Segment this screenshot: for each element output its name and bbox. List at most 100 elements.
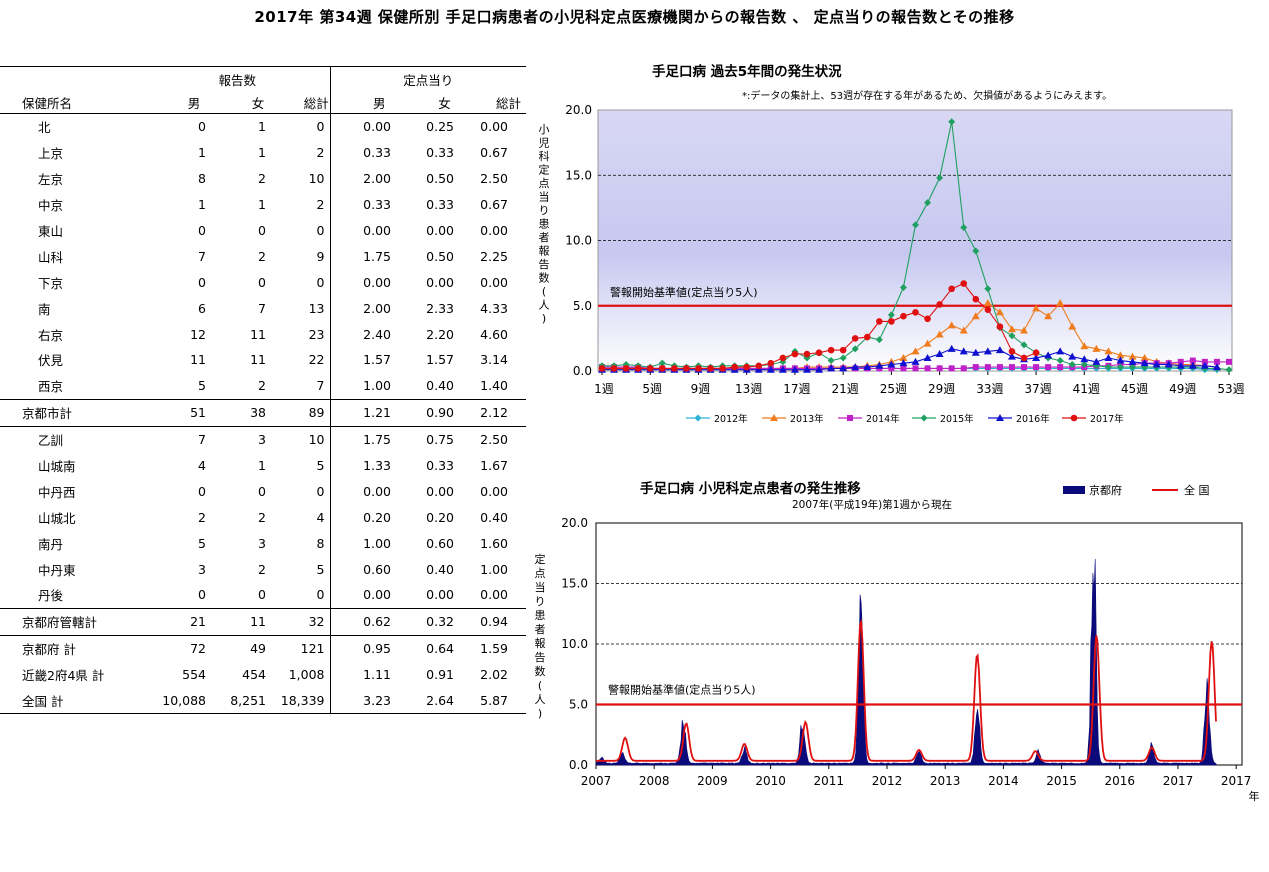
row-name: 丹後 bbox=[38, 588, 64, 604]
data-point bbox=[996, 414, 1004, 421]
report-value: 1 bbox=[258, 119, 266, 135]
data-point bbox=[924, 315, 931, 323]
data-point bbox=[960, 280, 968, 287]
data-point bbox=[682, 364, 690, 372]
report-value: 12 bbox=[190, 326, 206, 342]
chart1-xtick: 13週 bbox=[735, 382, 762, 396]
data-point bbox=[1008, 364, 1015, 371]
report-value: 9 bbox=[316, 248, 325, 264]
data-point bbox=[671, 365, 678, 372]
data-point bbox=[1056, 299, 1065, 307]
chart1-ylabel-char: 当 bbox=[539, 190, 550, 204]
data-point bbox=[658, 365, 666, 372]
per-sentinel-value: 0.91 bbox=[426, 667, 454, 683]
report-value: 10 bbox=[308, 432, 325, 448]
chart2-ytick: 0.0 bbox=[569, 758, 588, 772]
data-point bbox=[767, 360, 775, 368]
chart2-legend-kyoto-swatch bbox=[1063, 486, 1085, 494]
data-point bbox=[790, 364, 799, 372]
data-point bbox=[719, 362, 727, 370]
data-point bbox=[790, 365, 799, 373]
data-point bbox=[803, 354, 811, 362]
data-point bbox=[634, 365, 643, 373]
data-point bbox=[863, 333, 871, 341]
data-point bbox=[779, 354, 787, 362]
data-point bbox=[707, 363, 715, 371]
data-point bbox=[719, 365, 726, 372]
chart1-series-1 bbox=[598, 299, 1221, 372]
data-point bbox=[996, 324, 1004, 332]
per-sentinel-value: 0.00 bbox=[329, 113, 398, 140]
data-point bbox=[743, 362, 751, 370]
data-point bbox=[1201, 364, 1209, 372]
per-sentinel-value: 0.33 bbox=[426, 145, 454, 161]
data-point bbox=[1070, 414, 1078, 422]
chart2-plot-area bbox=[595, 522, 1243, 766]
per-sentinel-value: 0.75 bbox=[426, 432, 454, 448]
chart2-ytick: 20.0 bbox=[561, 516, 588, 530]
table-row: 近畿2府4県 計 554 454 1,008 1.11 0.91 2.02 bbox=[0, 661, 526, 688]
data-point bbox=[899, 359, 908, 367]
data-point bbox=[972, 364, 980, 372]
data-point bbox=[803, 365, 810, 372]
data-point bbox=[706, 364, 715, 372]
chart2-ylabel-char: 定 bbox=[535, 552, 546, 566]
row-name: 近畿2府4県 計 bbox=[22, 668, 105, 684]
data-point bbox=[1117, 361, 1124, 368]
chart2-ylabel-char: ) bbox=[538, 707, 542, 720]
chart2-legend-label: 全 国 bbox=[1184, 483, 1210, 497]
per-sentinel-value: 0.00 bbox=[426, 587, 454, 603]
data-point bbox=[912, 221, 919, 229]
series-line bbox=[602, 282, 1037, 369]
data-point bbox=[1020, 355, 1029, 363]
data-point bbox=[1044, 312, 1053, 320]
per-sentinel-value: 0.32 bbox=[398, 607, 461, 636]
data-point bbox=[622, 365, 630, 372]
per-sentinel-value: 2.50 bbox=[480, 432, 508, 448]
data-point bbox=[983, 299, 992, 307]
data-point bbox=[622, 364, 631, 372]
data-point bbox=[920, 414, 928, 422]
data-point bbox=[1080, 342, 1089, 350]
data-point bbox=[827, 357, 835, 365]
data-point bbox=[1165, 360, 1172, 367]
data-point bbox=[707, 365, 714, 372]
report-value: 72 bbox=[190, 641, 206, 657]
report-value: 3 bbox=[258, 432, 266, 448]
chart1-legend-label: 2017年 bbox=[1090, 413, 1124, 425]
data-point bbox=[1141, 364, 1149, 372]
data-point bbox=[598, 362, 606, 370]
chart1-legend-label: 2015年 bbox=[940, 413, 974, 425]
data-point bbox=[828, 365, 835, 372]
data-point bbox=[719, 365, 726, 372]
chart1-series-0 bbox=[598, 363, 1221, 374]
data-point bbox=[634, 364, 643, 372]
data-point bbox=[839, 346, 847, 354]
per-sentinel-value: 2.25 bbox=[480, 248, 508, 264]
per-sentinel-value: 1.60 bbox=[480, 535, 508, 551]
data-point bbox=[972, 247, 980, 255]
data-point bbox=[622, 360, 630, 368]
per-sentinel-value: 0.00 bbox=[426, 483, 454, 499]
report-value: 8 bbox=[198, 171, 206, 187]
data-point bbox=[815, 349, 823, 357]
data-point bbox=[984, 364, 992, 372]
data-point bbox=[875, 361, 884, 369]
data-point bbox=[1153, 364, 1161, 372]
data-point bbox=[827, 364, 836, 372]
per-sentinel-value: 1.75 bbox=[329, 426, 398, 453]
row-name: 山城北 bbox=[38, 510, 76, 526]
data-point bbox=[875, 360, 884, 368]
data-point bbox=[1020, 364, 1028, 372]
data-point bbox=[1008, 364, 1016, 372]
chart1-title: 手足口病 過去5年間の発生状況 bbox=[652, 64, 842, 80]
data-point bbox=[900, 312, 907, 320]
series-line bbox=[602, 366, 1217, 371]
report-value: 32 bbox=[273, 607, 330, 636]
data-point bbox=[1189, 363, 1197, 371]
data-point bbox=[995, 346, 1004, 354]
data-point bbox=[742, 365, 751, 373]
data-point bbox=[839, 354, 847, 362]
header-blank bbox=[0, 66, 145, 91]
report-value: 38 bbox=[213, 398, 273, 427]
